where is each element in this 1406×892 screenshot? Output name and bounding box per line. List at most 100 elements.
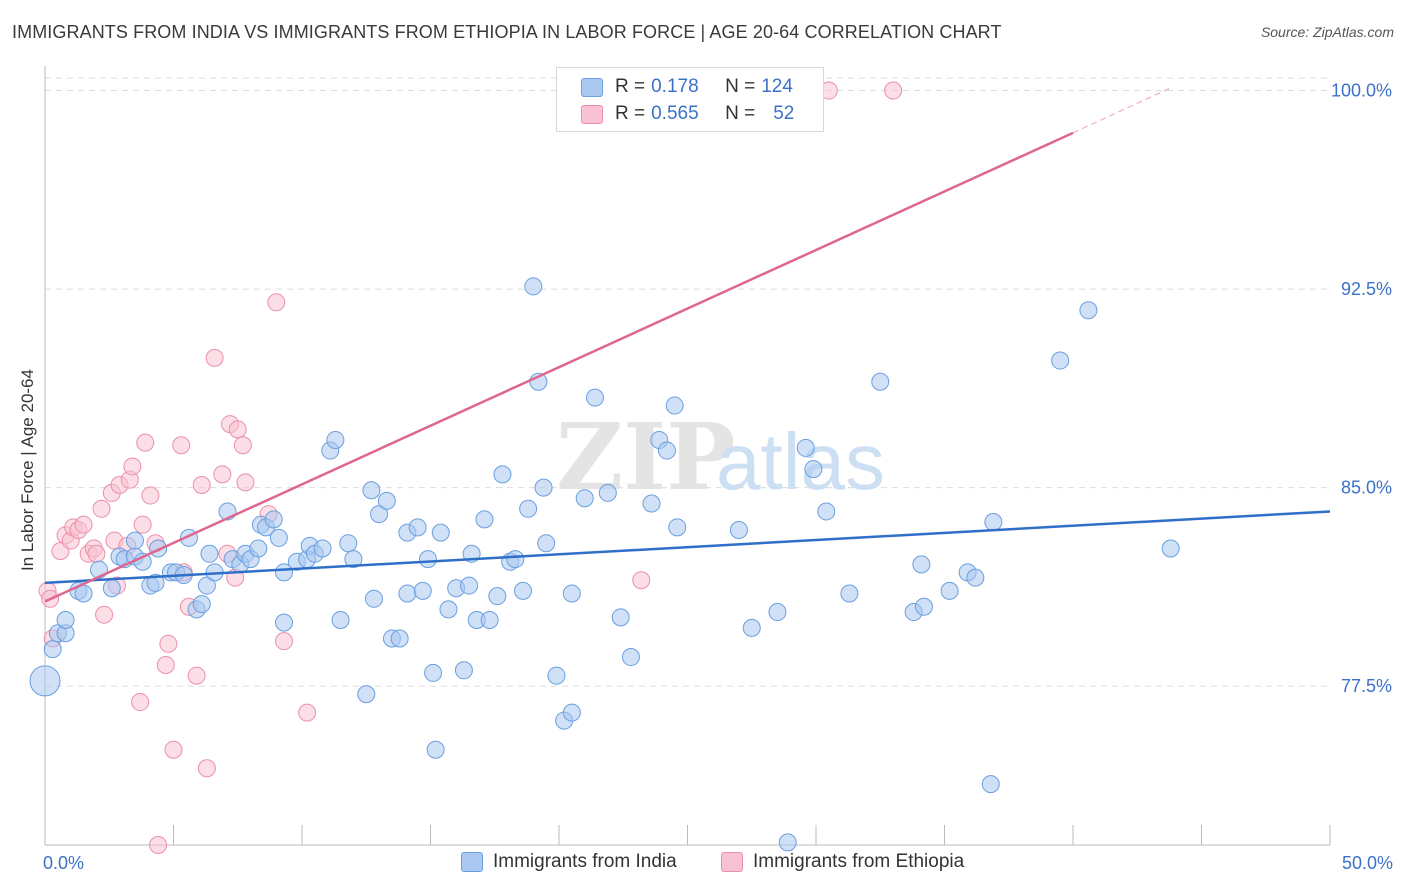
ethiopia-point	[213, 465, 232, 484]
india-point	[364, 589, 383, 608]
ethiopia-point	[149, 836, 168, 854]
india-point	[575, 489, 594, 508]
india-point	[514, 581, 533, 600]
india-point	[519, 499, 538, 518]
ethiopia-point	[172, 436, 191, 455]
india-point	[871, 372, 890, 391]
india-point	[506, 550, 525, 569]
series-legend: Immigrants from India Immigrants from Et…	[0, 851, 1406, 879]
x-tick-label-max: 50.0%	[1342, 853, 1393, 873]
india-point	[200, 544, 219, 563]
india-point	[729, 520, 748, 539]
ethiopia-n-label: N =	[725, 103, 756, 124]
india-legend-swatch	[461, 852, 483, 872]
india-point	[1079, 301, 1098, 320]
india-point	[642, 494, 661, 513]
india-point	[537, 534, 556, 553]
india-point	[914, 597, 933, 616]
ethiopia-r-label: R =	[615, 103, 646, 124]
india-point	[475, 510, 494, 529]
y-axis-label: In Labor Force | Age 20-64	[18, 369, 37, 571]
india-point	[275, 563, 294, 582]
india-n-value: 124	[761, 76, 793, 97]
correlation-legend: R = 0.178 N = 124 R = 0.565 N = 52	[556, 67, 824, 132]
india-n-label: N =	[725, 76, 756, 97]
india-point	[439, 600, 458, 619]
india-point	[398, 584, 417, 603]
y-tick-labels: 77.5% 85.0% 92.5% 100.0%	[1331, 81, 1392, 697]
chart-title: IMMIGRANTS FROM INDIA VS IMMIGRANTS FROM…	[12, 22, 1002, 42]
ethiopia-point	[133, 515, 152, 534]
india-point	[768, 603, 787, 622]
ethiopia-n-value: 52	[773, 103, 795, 124]
y-tick-label: 100.0%	[1331, 81, 1392, 101]
ethiopia-point	[632, 571, 651, 590]
x-tick-label-min: 0.0%	[43, 853, 84, 873]
india-point	[370, 505, 389, 524]
india-point	[778, 833, 797, 852]
india-point	[488, 587, 507, 606]
india-point	[102, 579, 121, 598]
legend-item-ethiopia[interactable]: Immigrants from Ethiopia	[721, 851, 964, 873]
india-point	[1051, 351, 1070, 370]
india-point	[275, 613, 294, 632]
india-point	[585, 388, 604, 407]
india-point	[431, 523, 450, 542]
ethiopia-point	[298, 703, 317, 722]
ethiopia-point	[123, 457, 142, 476]
ethiopia-point	[884, 81, 903, 100]
india-point	[598, 483, 617, 502]
ethiopia-point	[136, 433, 155, 452]
ethiopia-trend-extension	[1072, 87, 1171, 134]
india-point	[426, 740, 445, 759]
y-tick-label: 85.0%	[1341, 478, 1392, 498]
india-point	[912, 555, 931, 574]
india-point	[668, 518, 687, 537]
india-point	[534, 478, 553, 497]
ethiopia-point	[228, 420, 247, 439]
ethiopia-point	[131, 693, 150, 712]
india-point	[981, 775, 1000, 794]
india-point	[357, 685, 376, 704]
india-point	[562, 584, 581, 603]
ethiopia-swatch	[581, 104, 603, 124]
india-point	[326, 430, 345, 449]
india-point	[940, 581, 959, 600]
y-tick-label: 92.5%	[1341, 279, 1392, 299]
ethiopia-point	[187, 666, 206, 685]
india-point	[56, 610, 75, 629]
ethiopia-point	[156, 655, 175, 674]
india-legend-label: Immigrants from India	[493, 851, 677, 872]
ethiopia-r-value: 0.565	[651, 103, 699, 124]
legend-row-ethiopia: R = 0.565 N = 52	[557, 101, 794, 127]
india-point	[493, 465, 512, 484]
india-point	[146, 573, 165, 592]
legend-row-india: R = 0.178 N = 124	[557, 74, 793, 100]
india-point	[657, 441, 676, 460]
india-point	[269, 528, 288, 547]
india-point	[249, 539, 268, 558]
india-point	[480, 610, 499, 629]
india-point	[339, 534, 358, 553]
india-point	[742, 618, 761, 637]
ethiopia-point	[164, 740, 183, 759]
india-swatch	[581, 77, 603, 97]
india-point	[611, 608, 630, 627]
india-point	[192, 595, 211, 614]
india-point	[125, 531, 144, 550]
x-tick-labels: 0.0% 50.0%	[43, 853, 1393, 873]
ethiopia-point	[159, 634, 178, 653]
india-point	[413, 581, 432, 600]
grid-lines	[45, 77, 1330, 687]
india-point	[562, 703, 581, 722]
legend-item-india[interactable]: Immigrants from India	[461, 851, 677, 873]
ethiopia-point	[275, 632, 294, 651]
ethiopia-point	[236, 473, 255, 492]
india-r-label: R =	[615, 76, 646, 97]
india-point	[665, 396, 684, 415]
y-tick-label: 77.5%	[1341, 676, 1392, 696]
ethiopia-point	[95, 605, 114, 624]
india-point	[377, 491, 396, 510]
india-point	[460, 576, 479, 595]
